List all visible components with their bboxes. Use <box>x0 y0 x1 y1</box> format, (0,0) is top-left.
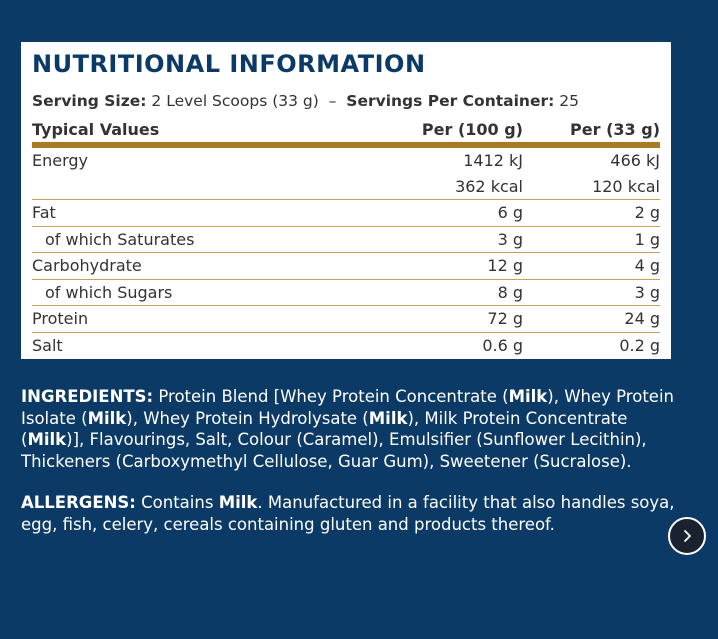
row-per-33g: 466 kJ <box>610 151 660 171</box>
row-per-33g: 3 g <box>523 279 660 306</box>
header-typical-values: Typical Values <box>32 117 392 148</box>
row-label: Salt <box>32 335 63 355</box>
row-per-100g: 0.6 g <box>482 335 523 355</box>
serving-size-label: Serving Size: <box>32 92 147 110</box>
row-per-100g: 3 g <box>392 226 523 253</box>
servings-per-container-value: 25 <box>559 92 579 110</box>
table-row: Protein 72 g 24 g <box>32 305 660 333</box>
chevron-right-icon <box>684 530 691 542</box>
table-row: Carbohydrate 12 g 4 g <box>32 252 660 280</box>
table-row: of which Sugars 8 g 3 g <box>32 279 660 306</box>
table-row: 362 kcal 120 kcal <box>32 173 660 200</box>
row-label <box>32 173 392 200</box>
row-per-33g: 0.2 g <box>619 335 660 355</box>
row-label: of which Saturates <box>32 226 392 253</box>
row-per-33g: 120 kcal <box>523 173 660 200</box>
serving-separator: – <box>328 92 337 110</box>
table-row: Salt 0.6 g 0.2 g <box>32 332 660 358</box>
row-per-100g: 6 g <box>392 199 523 227</box>
row-per-33g: 24 g <box>523 305 660 333</box>
row-label: Energy <box>32 151 89 171</box>
table-row: of which Saturates 3 g 1 g <box>32 226 660 253</box>
servings-per-container-label: Servings Per Container: <box>346 92 555 110</box>
row-label: of which Sugars <box>32 279 392 306</box>
ingredients-part: ), Milk Protein Concentrate ( <box>21 408 628 450</box>
allergen-milk: Milk <box>508 387 548 406</box>
allergen-milk: Milk <box>368 408 408 428</box>
serving-info: Serving Size: 2 Level Scoops (33 g) – Se… <box>32 91 660 111</box>
row-per-100g: 72 g <box>392 305 523 333</box>
carousel-next-button[interactable] <box>668 517 706 555</box>
ingredients-part: )], Flavourings, Salt, Colour (Caramel),… <box>21 430 647 471</box>
row-per-33g: 1 g <box>523 226 660 253</box>
allergens-heading: ALLERGENS: <box>21 493 136 512</box>
allergen-milk: Milk <box>87 408 127 428</box>
ingredients-part: Protein Blend [Whey Protein Concentrate … <box>153 387 509 406</box>
table-row: Energy 1412 kJ 466 kJ <box>32 145 660 174</box>
serving-size-value: 2 Level Scoops (33 g) <box>151 92 319 110</box>
row-label: Protein <box>32 305 392 333</box>
allergens-part: Contains <box>135 493 219 512</box>
allergens-text: ALLERGENS: Contains Milk. Manufactured i… <box>21 492 691 535</box>
row-per-100g: 12 g <box>392 252 523 280</box>
header-per-33g: Per (33 g) <box>523 117 660 148</box>
ingredients-part: ), Whey Protein Isolate ( <box>21 387 674 428</box>
row-per-100g: 8 g <box>392 279 523 306</box>
row-label: Carbohydrate <box>32 252 392 280</box>
ingredients-part: ), Whey Protein Hydrolysate ( <box>126 408 369 428</box>
table-header-row: Typical Values Per (100 g) Per (33 g) <box>32 117 660 148</box>
header-per-100g: Per (100 g) <box>392 117 523 148</box>
allergen-milk: Milk <box>218 493 258 512</box>
row-label: Fat <box>32 199 392 227</box>
nutrition-title: NUTRITIONAL INFORMATION <box>32 50 426 78</box>
row-per-100g: 362 kcal <box>392 173 523 200</box>
row-per-33g: 4 g <box>523 252 660 280</box>
allergen-milk: Milk <box>27 430 67 449</box>
row-per-100g: 1412 kJ <box>463 151 523 171</box>
row-per-33g: 2 g <box>523 199 660 227</box>
nutrition-table: Typical Values Per (100 g) Per (33 g) En… <box>32 117 660 358</box>
ingredients-text: INGREDIENTS: Protein Blend [Whey Protein… <box>21 386 691 472</box>
allergens-part: . Manufactured in a facility that also h… <box>21 493 675 534</box>
ingredients-heading: INGREDIENTS: <box>21 387 154 406</box>
table-row: Fat 6 g 2 g <box>32 199 660 227</box>
nutrition-panel: NUTRITIONAL INFORMATION Serving Size: 2 … <box>21 42 671 359</box>
